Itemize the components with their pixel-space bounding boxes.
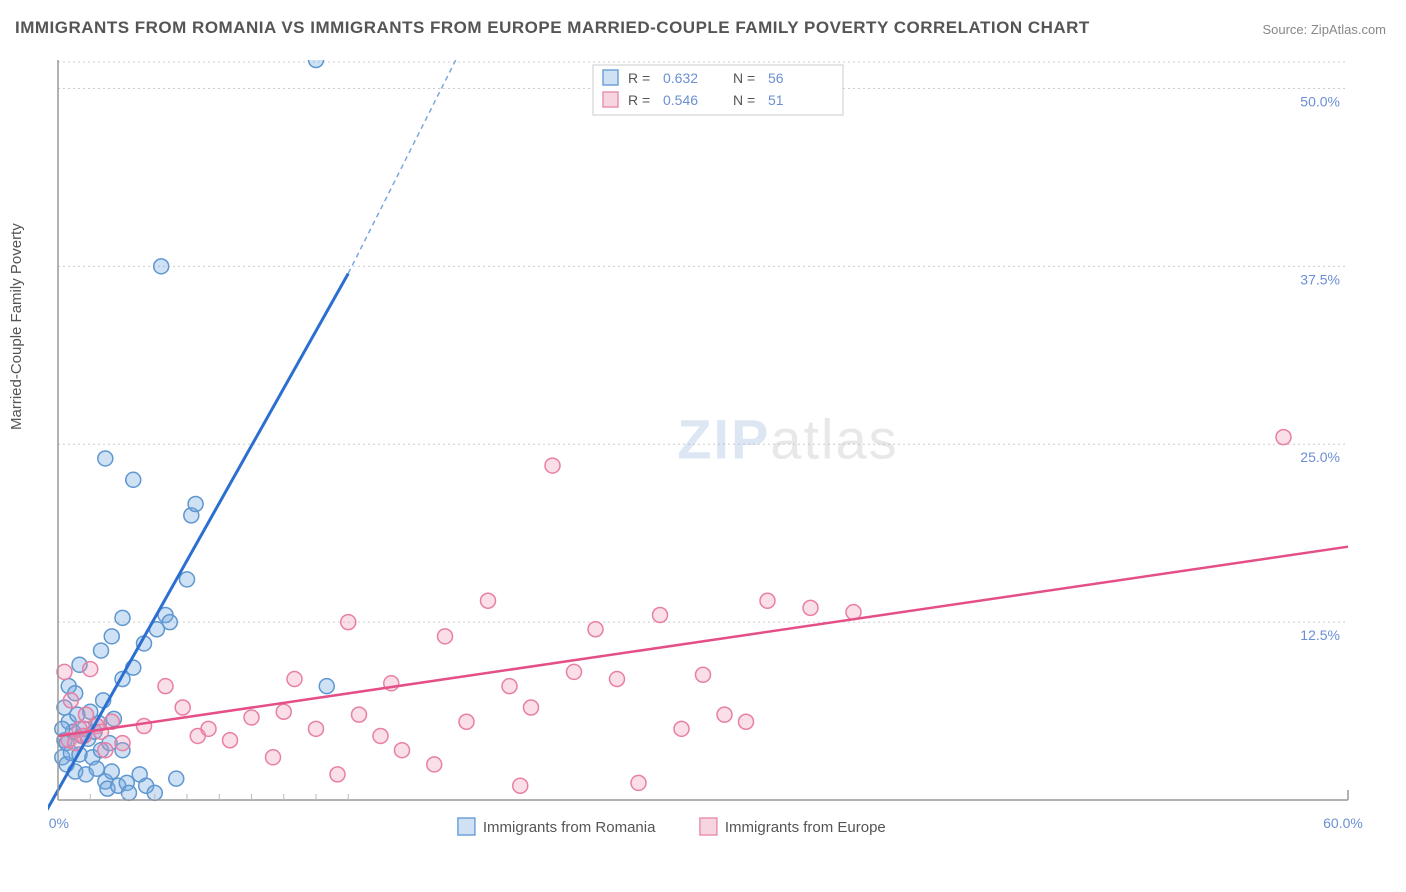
data-point <box>98 451 113 466</box>
data-point <box>276 704 291 719</box>
data-point <box>180 572 195 587</box>
y-tick-label: 50.0% <box>1300 93 1340 109</box>
data-point <box>244 710 259 725</box>
trendline-europe <box>58 547 1348 736</box>
data-point <box>438 629 453 644</box>
data-point <box>137 719 152 734</box>
data-point <box>169 771 184 786</box>
data-point <box>588 622 603 637</box>
data-point <box>513 778 528 793</box>
bottom-legend-swatch <box>458 818 475 835</box>
data-point <box>631 775 646 790</box>
data-point <box>760 593 775 608</box>
legend-r-value: 0.546 <box>663 92 698 108</box>
data-point <box>567 664 582 679</box>
data-point <box>653 608 668 623</box>
data-point <box>89 761 104 776</box>
data-point <box>717 707 732 722</box>
data-point <box>121 785 136 800</box>
legend-n-value: 51 <box>768 92 784 108</box>
data-point <box>427 757 442 772</box>
y-tick-label: 37.5% <box>1300 271 1340 287</box>
data-point <box>175 700 190 715</box>
watermark: ZIPatlas <box>677 407 898 470</box>
data-point <box>373 728 388 743</box>
data-point <box>395 743 410 758</box>
data-point <box>803 600 818 615</box>
y-tick-label: 25.0% <box>1300 449 1340 465</box>
data-point <box>1276 430 1291 445</box>
trendline-romania-dash <box>348 60 456 273</box>
data-point <box>115 610 130 625</box>
bottom-legend-label: Immigrants from Europe <box>725 819 886 836</box>
data-point <box>266 750 281 765</box>
legend-r-value: 0.632 <box>663 70 698 86</box>
x-tick-label: 60.0% <box>1323 815 1363 831</box>
data-point <box>341 615 356 630</box>
data-point <box>201 721 216 736</box>
data-point <box>104 764 119 779</box>
source-attribution: Source: ZipAtlas.com <box>1262 22 1386 37</box>
legend-n-label: N = <box>733 70 755 86</box>
data-point <box>309 60 324 68</box>
y-axis-label: Married-Couple Family Poverty <box>8 223 25 430</box>
legend-r-label: R = <box>628 70 650 86</box>
data-point <box>545 458 560 473</box>
chart-container: 12.5% 25.0% 37.5% 50.0% ZIPatlas 0.0% 60.0% R =… <box>48 60 1378 830</box>
data-point <box>223 733 238 748</box>
y-tick-label: 12.5% <box>1300 627 1340 643</box>
x-tick-label: 0.0% <box>48 815 69 831</box>
data-point <box>78 707 93 722</box>
data-point <box>188 497 203 512</box>
legend-r-label: R = <box>628 92 650 108</box>
data-point <box>63 693 78 708</box>
data-point <box>115 736 130 751</box>
data-point <box>696 667 711 682</box>
legend-swatch <box>603 92 618 107</box>
legend-n-value: 56 <box>768 70 784 86</box>
data-point <box>287 672 302 687</box>
data-point <box>674 721 689 736</box>
bottom-legend-label: Immigrants from Romania <box>483 819 656 836</box>
scatter-chart-svg: 12.5% 25.0% 37.5% 50.0% ZIPatlas 0.0% 60.0% R =… <box>48 60 1378 860</box>
legend-swatch <box>603 70 618 85</box>
data-point <box>309 721 324 736</box>
bottom-legend-swatch <box>700 818 717 835</box>
data-point <box>610 672 625 687</box>
data-point <box>104 629 119 644</box>
data-point <box>162 615 177 630</box>
data-point <box>481 593 496 608</box>
data-point <box>83 662 98 677</box>
data-point <box>319 679 334 694</box>
data-point <box>57 664 72 679</box>
data-point <box>330 767 345 782</box>
chart-title: IMMIGRANTS FROM ROMANIA VS IMMIGRANTS FR… <box>15 18 1090 38</box>
data-point <box>126 472 141 487</box>
data-point <box>98 743 113 758</box>
legend-n-label: N = <box>733 92 755 108</box>
data-point <box>502 679 517 694</box>
data-point <box>459 714 474 729</box>
data-point <box>524 700 539 715</box>
data-point <box>352 707 367 722</box>
data-point <box>94 643 109 658</box>
data-point <box>158 679 173 694</box>
data-point <box>739 714 754 729</box>
data-point <box>154 259 169 274</box>
